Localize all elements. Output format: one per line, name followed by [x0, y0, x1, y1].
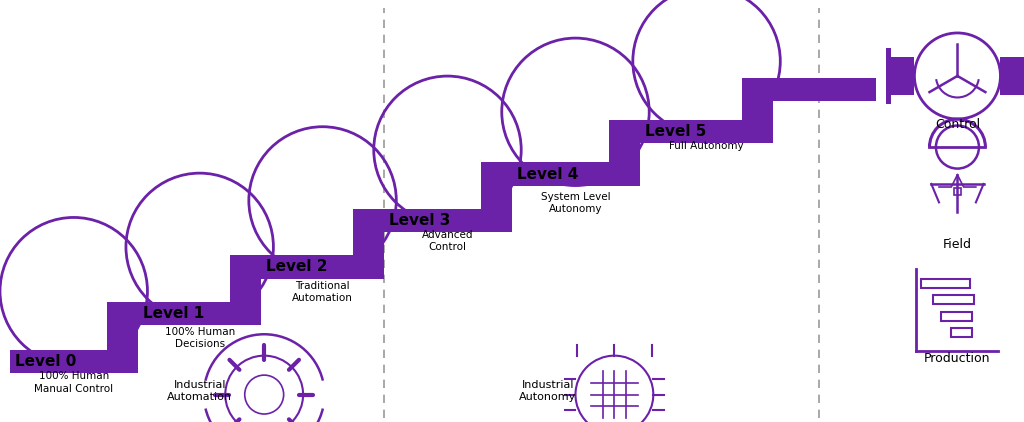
Bar — [921, 279, 970, 288]
FancyBboxPatch shape — [891, 57, 914, 95]
Polygon shape — [353, 209, 384, 279]
Polygon shape — [108, 302, 138, 373]
Text: Full Autonomy: Full Autonomy — [670, 141, 743, 151]
Text: Control: Control — [935, 118, 980, 131]
FancyBboxPatch shape — [886, 48, 891, 104]
Bar — [953, 188, 962, 195]
Polygon shape — [138, 302, 230, 325]
Polygon shape — [640, 120, 742, 143]
Text: 100% Human
Manual Control: 100% Human Manual Control — [34, 371, 114, 394]
FancyBboxPatch shape — [1000, 57, 1024, 95]
Text: Production: Production — [925, 352, 990, 365]
Text: Traditional
Automation: Traditional Automation — [292, 281, 353, 303]
Bar — [941, 312, 972, 321]
Text: Advanced
Control: Advanced Control — [422, 230, 473, 252]
Polygon shape — [742, 78, 773, 143]
Polygon shape — [384, 209, 481, 232]
Text: Level 4: Level 4 — [517, 167, 579, 181]
Text: Level 3: Level 3 — [389, 213, 451, 228]
Text: Field: Field — [943, 238, 972, 252]
Text: Level 1: Level 1 — [143, 306, 205, 321]
Bar — [933, 295, 974, 304]
Text: System Level
Autonomy: System Level Autonomy — [541, 192, 610, 214]
Text: Industrial
Autonomy: Industrial Autonomy — [519, 380, 577, 402]
Polygon shape — [10, 350, 108, 373]
Polygon shape — [261, 255, 353, 279]
Polygon shape — [230, 255, 261, 325]
Polygon shape — [512, 162, 609, 186]
Text: Level 0: Level 0 — [15, 354, 77, 369]
Bar — [951, 328, 972, 337]
Text: 100% Human
Decisions: 100% Human Decisions — [165, 327, 234, 349]
Polygon shape — [481, 162, 512, 232]
Text: Level 5: Level 5 — [645, 124, 707, 139]
Polygon shape — [609, 120, 640, 186]
Polygon shape — [773, 78, 876, 101]
Text: Level 2: Level 2 — [266, 260, 328, 274]
Text: Industrial
Automation: Industrial Automation — [167, 380, 232, 402]
